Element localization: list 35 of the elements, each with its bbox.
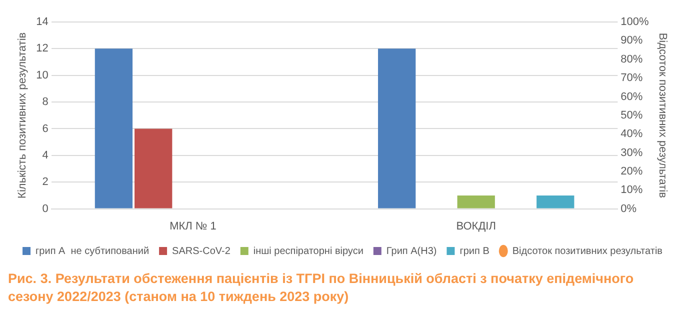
x-tick-label: МКЛ № 1 xyxy=(170,220,216,232)
y2-tick-label: 0% xyxy=(620,202,637,215)
y2-tick-label: 10% xyxy=(620,184,643,196)
y2-tick-label: 50% xyxy=(620,109,643,122)
y-tick-label: 14 xyxy=(36,16,48,28)
legend-label: грип В xyxy=(460,246,490,257)
legend-label: грип А не субтипований xyxy=(36,246,150,257)
y2-axis-title: Відсоток позитивних результатів xyxy=(656,32,668,198)
y-axis-title: Кількість позитивних результатів xyxy=(16,32,29,198)
y2-tick-label: 60% xyxy=(620,90,643,103)
y2-tick-label: 30% xyxy=(620,146,643,159)
bar xyxy=(536,195,574,208)
x-tick-label: ВОКДІЛ xyxy=(456,220,496,232)
y-tick-label: 4 xyxy=(42,149,48,162)
legend-label: SARS-CoV-2 xyxy=(172,246,231,257)
y2-tick-label: 20% xyxy=(620,165,643,178)
y2-tick-label: 40% xyxy=(620,128,643,140)
y-tick-label: 6 xyxy=(42,122,48,135)
y2-tick-label: 100% xyxy=(620,16,650,28)
legend-label: Грип А(H3) xyxy=(386,246,437,257)
bar xyxy=(378,48,416,208)
y-tick-label: 10 xyxy=(36,69,48,82)
bar xyxy=(457,195,495,208)
y-tick-label: 12 xyxy=(36,42,48,55)
y-tick-label: 0 xyxy=(42,202,48,215)
y-tick-label: 2 xyxy=(42,176,48,188)
y2-tick-label: 80% xyxy=(620,53,643,66)
legend-label: Відсоток позитивних результатів xyxy=(512,246,662,257)
y2-tick-label: 90% xyxy=(620,34,643,47)
bar xyxy=(94,48,133,208)
y-tick-label: 8 xyxy=(42,96,48,108)
text: Рис. 3. Результати обстеження пацієнтів із ТГРІ по Вінницькій області з початку епідемічного сезону 2022/2023 (станом на 10 тиждень 2023 року) xyxy=(8,270,635,306)
legend-label: інші респіраторні віруси xyxy=(253,246,364,257)
bar xyxy=(134,128,172,208)
y2-tick-label: 70% xyxy=(620,72,643,84)
